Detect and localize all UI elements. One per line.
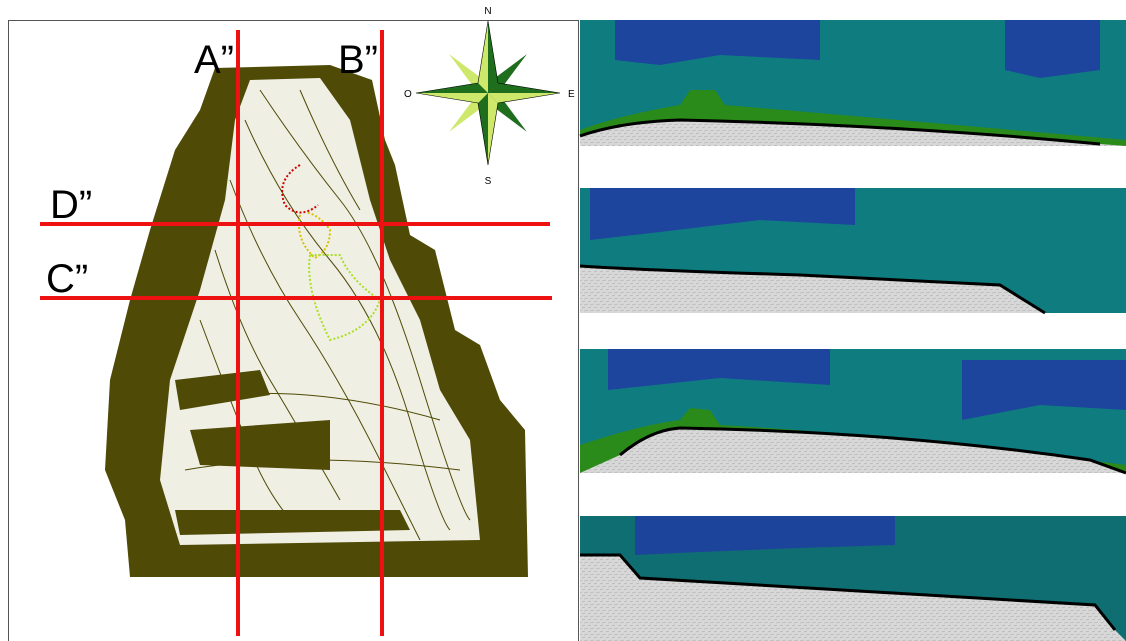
compass-north: N [484,6,491,17]
compass-south: S [485,176,492,187]
section-label: B” [338,38,378,82]
cross-section [580,188,1126,313]
figure: A” B” D” C” N E S O [0,0,1126,641]
cross-section [580,349,1126,473]
section-label: D” [50,183,92,227]
section-label: C” [46,257,88,301]
cross-section [580,20,1126,146]
cross-section [580,516,1126,641]
compass-west: O [404,89,412,100]
compass-east: E [568,89,575,100]
section-label: A” [194,38,234,82]
